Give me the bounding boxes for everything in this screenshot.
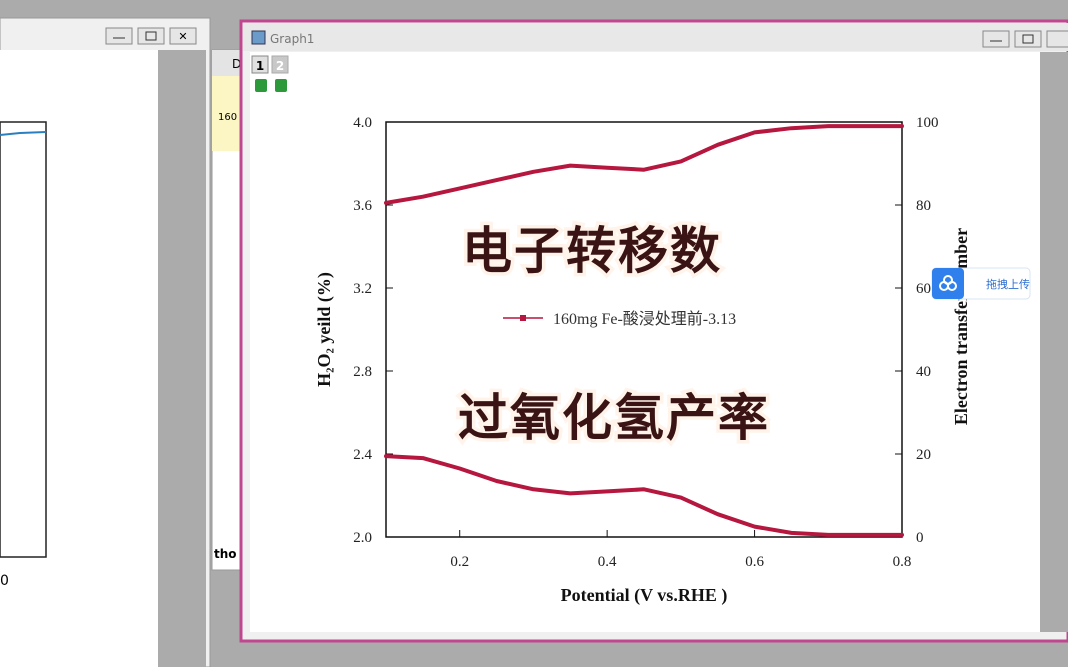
legend-label: 160mg Fe-酸浸处理前-3.13 [553, 310, 736, 328]
y2-tick-label: 100 [916, 115, 939, 131]
overlay-caption: 过氧化氢产率 [458, 389, 770, 447]
left-plot-frame [0, 121, 47, 558]
left-axis-label: 0 [0, 573, 9, 589]
y-axis-title: H₂O₂ yeild (%) [314, 272, 335, 387]
graph-titlebar [243, 23, 1068, 51]
worksheet-cell: 160 [218, 112, 237, 123]
y2-axis-title: Electron transfer number [951, 228, 971, 425]
graph-page [250, 52, 1040, 632]
left-plot-curve [0, 131, 47, 136]
graph-icon [251, 30, 266, 45]
y-tick-label: 4.0 [353, 115, 372, 131]
lock-icon[interactable] [255, 79, 267, 92]
upload-widget-label: 拖拽上传 [986, 277, 1030, 291]
graph-title: Graph1 [270, 32, 314, 46]
y2-tick-label: 60 [916, 281, 931, 297]
y-tick-label: 2.8 [353, 364, 372, 380]
y2-tick-label: 0 [916, 530, 924, 546]
legend-marker [520, 315, 526, 321]
x-tick-label: 0.4 [598, 554, 617, 570]
x-tick-label: 0.2 [450, 554, 469, 570]
y-tick-label: 2.0 [353, 530, 372, 546]
series-line [384, 124, 904, 205]
y-tick-label: 3.2 [353, 281, 372, 297]
left-window-gap [158, 50, 206, 667]
series-line [384, 454, 904, 537]
layer-tab[interactable] [271, 55, 289, 74]
lock-icon[interactable] [275, 79, 287, 92]
graph-page-gap [1040, 52, 1068, 632]
plot-frame [385, 121, 903, 538]
y2-tick-label: 40 [916, 364, 931, 380]
left-graph-page [0, 50, 158, 667]
x-tick-label: 0.6 [745, 554, 764, 570]
layer-tab-label: 2 [276, 59, 284, 73]
x-tick-label: 0.8 [893, 554, 912, 570]
left-window-buttons[interactable]: ✕ [105, 27, 197, 45]
y2-tick-label: 20 [916, 447, 931, 463]
graph-window-buttons[interactable] [982, 30, 1068, 48]
y-tick-label: 3.6 [353, 198, 372, 214]
x-axis-title: Potential (V vs.RHE ) [561, 585, 728, 606]
layer-tab-label: 1 [256, 59, 264, 73]
upload-widget[interactable]: 拖拽上传 [931, 267, 1031, 300]
svg-text:✕: ✕ [178, 31, 187, 43]
layer-tab[interactable] [251, 55, 269, 74]
overlay-caption: 电子转移数 [462, 222, 722, 280]
y2-tick-label: 80 [916, 198, 931, 214]
worksheet-footer: tho [214, 547, 237, 561]
y-tick-label: 2.4 [353, 447, 372, 463]
worksheet-column: D [232, 57, 241, 71]
